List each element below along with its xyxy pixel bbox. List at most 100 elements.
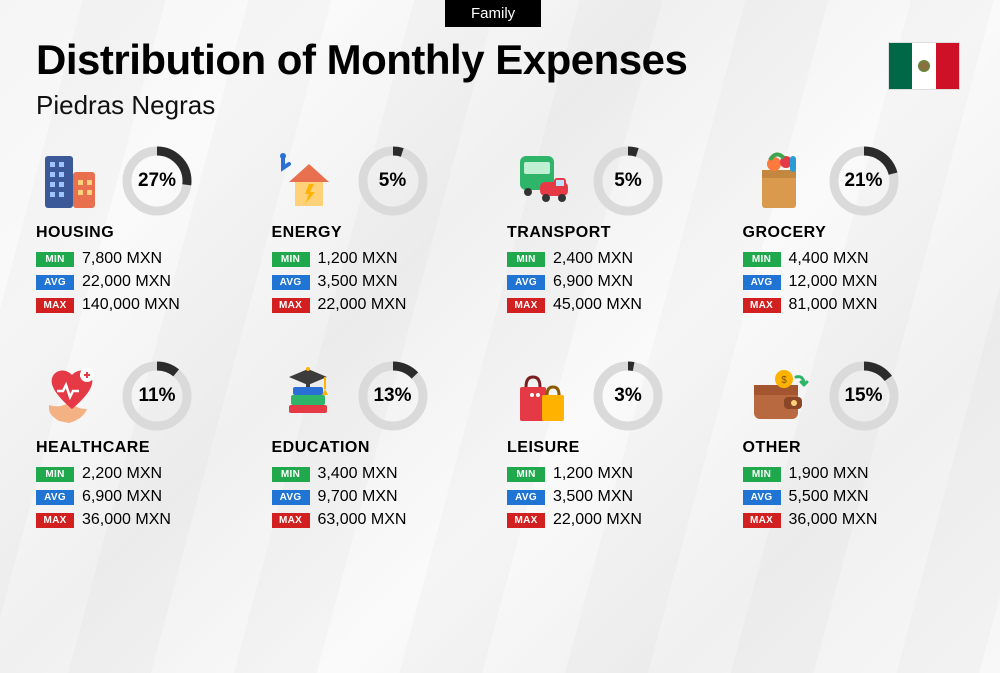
max-value: 63,000 MXN [318,511,407,529]
avg-badge: AVG [36,275,74,290]
mexico-flag-icon [888,42,960,90]
avg-badge: AVG [743,490,781,505]
avg-badge: AVG [272,490,310,505]
max-value: 81,000 MXN [789,296,878,314]
min-value: 1,900 MXN [789,465,869,483]
max-badge: MAX [272,513,310,528]
min-row: MIN 2,400 MXN [507,250,729,268]
min-value: 3,400 MXN [318,465,398,483]
percentage-donut: 5% [593,146,663,216]
avg-value: 6,900 MXN [82,488,162,506]
category-card: 13% EDUCATION MIN 3,400 MXN AVG 9,700 MX… [272,361,494,534]
avg-badge: AVG [507,275,545,290]
max-row: MAX 45,000 MXN [507,296,729,314]
avg-row: AVG 12,000 MXN [743,273,965,291]
max-badge: MAX [743,513,781,528]
max-badge: MAX [272,298,310,313]
min-row: MIN 7,800 MXN [36,250,258,268]
max-value: 36,000 MXN [82,511,171,529]
category-name: HEALTHCARE [36,439,258,457]
percentage-donut: 13% [358,361,428,431]
avg-value: 5,500 MXN [789,488,869,506]
percentage-label: 15% [829,361,899,431]
min-value: 7,800 MXN [82,250,162,268]
max-badge: MAX [36,298,74,313]
category-name: TRANSPORT [507,224,729,242]
min-row: MIN 3,400 MXN [272,465,494,483]
category-name: GROCERY [743,224,965,242]
categories-grid: 27% HOUSING MIN 7,800 MXN AVG 22,000 MXN… [36,146,964,534]
min-row: MIN 1,900 MXN [743,465,965,483]
percentage-label: 5% [593,146,663,216]
min-value: 2,200 MXN [82,465,162,483]
min-badge: MIN [743,467,781,482]
avg-badge: AVG [272,275,310,290]
transport-icon [507,148,579,214]
avg-value: 3,500 MXN [318,273,398,291]
max-row: MAX 63,000 MXN [272,511,494,529]
min-row: MIN 1,200 MXN [272,250,494,268]
svg-text:$: $ [781,375,787,386]
avg-row: AVG 22,000 MXN [36,273,258,291]
max-row: MAX 22,000 MXN [272,296,494,314]
avg-badge: AVG [507,490,545,505]
category-tab: Family [445,0,541,27]
avg-row: AVG 9,700 MXN [272,488,494,506]
avg-value: 9,700 MXN [318,488,398,506]
min-row: MIN 2,200 MXN [36,465,258,483]
percentage-label: 11% [122,361,192,431]
avg-row: AVG 3,500 MXN [272,273,494,291]
max-value: 45,000 MXN [553,296,642,314]
min-badge: MIN [272,252,310,267]
percentage-label: 3% [593,361,663,431]
avg-row: AVG 6,900 MXN [507,273,729,291]
category-card: 5% ENERGY MIN 1,200 MXN AVG 3,500 MXN MA… [272,146,494,319]
avg-value: 6,900 MXN [553,273,633,291]
max-row: MAX 140,000 MXN [36,296,258,314]
max-row: MAX 22,000 MXN [507,511,729,529]
page-title: Distribution of Monthly Expenses [36,36,687,84]
avg-badge: AVG [743,275,781,290]
min-value: 1,200 MXN [318,250,398,268]
min-badge: MIN [507,252,545,267]
percentage-donut: 5% [358,146,428,216]
min-badge: MIN [272,467,310,482]
min-value: 1,200 MXN [553,465,633,483]
category-card: 21% GROCERY MIN 4,400 MXN AVG 12,000 MXN… [743,146,965,319]
percentage-donut: 27% [122,146,192,216]
percentage-label: 5% [358,146,428,216]
max-row: MAX 36,000 MXN [743,511,965,529]
category-name: ENERGY [272,224,494,242]
max-value: 22,000 MXN [318,296,407,314]
buildings-icon [36,148,108,214]
max-row: MAX 36,000 MXN [36,511,258,529]
min-badge: MIN [507,467,545,482]
min-badge: MIN [36,467,74,482]
energy-house-icon [272,148,344,214]
grocery-bag-icon [743,148,815,214]
avg-row: AVG 6,900 MXN [36,488,258,506]
min-badge: MIN [36,252,74,267]
category-card: 3% LEISURE MIN 1,200 MXN AVG 3,500 MXN M… [507,361,729,534]
min-badge: MIN [743,252,781,267]
category-name: HOUSING [36,224,258,242]
education-icon [272,363,344,429]
percentage-donut: 15% [829,361,899,431]
percentage-donut: 3% [593,361,663,431]
min-value: 4,400 MXN [789,250,869,268]
avg-row: AVG 5,500 MXN [743,488,965,506]
max-badge: MAX [36,513,74,528]
percentage-donut: 11% [122,361,192,431]
category-name: OTHER [743,439,965,457]
shopping-bags-icon [507,363,579,429]
category-card: 11% HEALTHCARE MIN 2,200 MXN AVG 6,900 M… [36,361,258,534]
max-badge: MAX [743,298,781,313]
max-badge: MAX [507,298,545,313]
percentage-label: 27% [122,146,192,216]
min-row: MIN 1,200 MXN [507,465,729,483]
category-card: $ 15% OTHER MIN 1,900 MXN AVG 5,500 MXN … [743,361,965,534]
city-subtitle: Piedras Negras [36,90,215,121]
min-row: MIN 4,400 MXN [743,250,965,268]
min-value: 2,400 MXN [553,250,633,268]
max-row: MAX 81,000 MXN [743,296,965,314]
